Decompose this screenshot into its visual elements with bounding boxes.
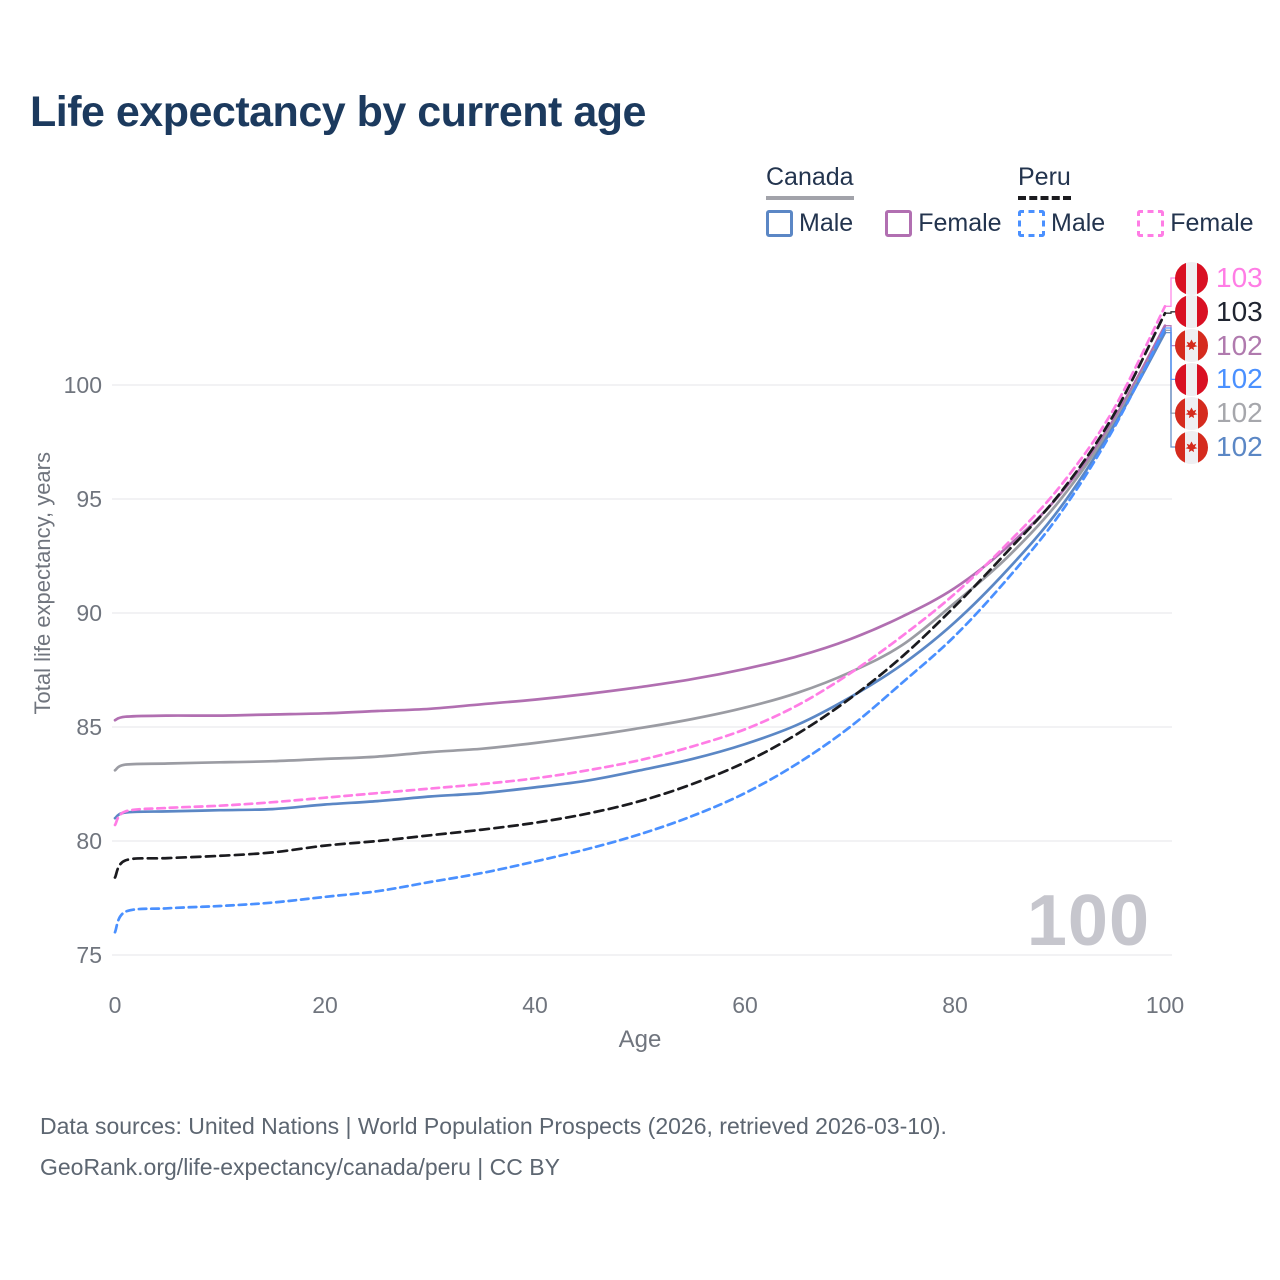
peru-flag-icon [1175, 362, 1208, 396]
end-label-peru-male: 102 [1175, 362, 1263, 396]
legend-group-canada: Canada Male Female [766, 163, 1034, 238]
x-tick-0: 0 [108, 992, 122, 1018]
age-counter-watermark: 100 [1026, 881, 1150, 961]
line-peru [113, 311, 1167, 879]
legend-peru-male-swatch[interactable] [1018, 210, 1045, 237]
y-tick-95: 95 [76, 486, 102, 512]
line-canada-male [113, 331, 1167, 820]
legend-canada-female-label[interactable]: Female [918, 209, 1002, 237]
leader-line-peru [1165, 311, 1176, 314]
peru-flag-icon [1175, 295, 1208, 329]
x-tick-20: 20 [312, 992, 338, 1018]
y-tick-80: 80 [76, 828, 102, 854]
legend-peru-male-label[interactable]: Male [1051, 209, 1106, 237]
end-value-peru-male: 102 [1216, 363, 1263, 395]
end-value-canada: 102 [1216, 397, 1263, 429]
legend-peru-female-label[interactable]: Female [1170, 209, 1254, 237]
footer-attribution: GeoRank.org/life-expectancy/canada/peru … [40, 1154, 560, 1180]
end-label-canada-female: 102 [1175, 329, 1263, 363]
canada-flag-icon [1175, 329, 1208, 363]
y-tick-100: 100 [63, 372, 102, 398]
peru-flag-icon [1175, 261, 1208, 295]
legend-peru-female-swatch[interactable] [1137, 210, 1165, 237]
x-axis-title: Age [618, 1026, 662, 1053]
end-label-canada: 102 [1175, 396, 1263, 430]
legend-group-peru: Peru Male Female [1018, 163, 1280, 238]
legend-canada-female-swatch[interactable] [885, 210, 913, 237]
x-tick-100: 100 [1145, 992, 1185, 1018]
x-tick-40: 40 [522, 992, 548, 1018]
end-label-peru: 103 [1175, 295, 1263, 329]
y-tick-90: 90 [76, 600, 102, 626]
x-tick-80: 80 [942, 992, 968, 1018]
footer-data-sources: Data sources: United Nations | World Pop… [40, 1113, 947, 1139]
leader-line-peru-male [1165, 327, 1176, 381]
leader-line-peru-female [1165, 277, 1176, 307]
footer: Data sources: United Nations | World Pop… [40, 1106, 947, 1188]
legend-canada-male-swatch[interactable] [766, 210, 793, 237]
end-label-canada-male: 102 [1175, 430, 1263, 464]
end-value-peru: 103 [1216, 295, 1263, 327]
chart-title: Life expectancy by current age [30, 88, 646, 136]
line-canada-female [113, 324, 1167, 722]
end-value-canada-male: 102 [1216, 431, 1263, 462]
canada-flag-icon [1175, 396, 1208, 430]
canada-flag-icon [1175, 430, 1208, 464]
line-canada [113, 328, 1167, 772]
y-tick-85: 85 [76, 714, 102, 740]
y-tick-75: 75 [76, 942, 102, 968]
legend-canada-male-label[interactable]: Male [799, 209, 854, 237]
line-peru-female [113, 304, 1167, 827]
end-value-canada-female: 102 [1216, 329, 1263, 361]
legend-peru-label[interactable]: Peru [1018, 163, 1071, 200]
legend-canada-label[interactable]: Canada [766, 163, 854, 200]
end-label-peru-female: 103 [1175, 261, 1263, 295]
end-value-peru-female: 103 [1216, 262, 1263, 293]
leader-line-canada-male [1165, 331, 1176, 448]
line-peru-male [113, 326, 1167, 934]
x-tick-60: 60 [732, 992, 758, 1018]
